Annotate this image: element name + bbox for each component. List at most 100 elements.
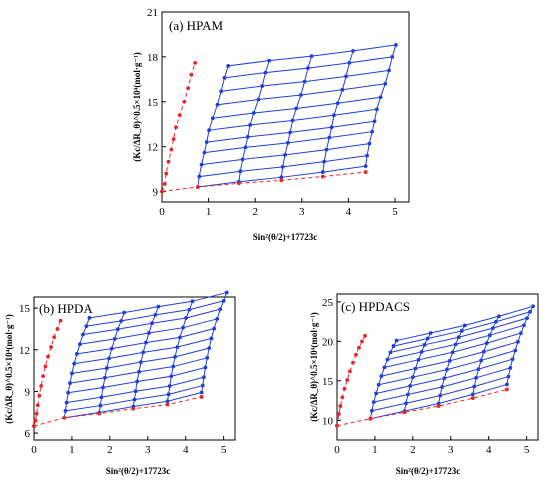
data-point bbox=[64, 400, 69, 405]
data-point bbox=[207, 346, 212, 350]
data-point bbox=[490, 326, 495, 330]
data-point bbox=[335, 101, 340, 106]
y-tick-label: 21 bbox=[147, 7, 158, 19]
concentration-series-line bbox=[322, 50, 354, 173]
angle-series-line bbox=[381, 341, 519, 377]
zero-concentration-point bbox=[351, 360, 355, 365]
zero-concentration-extrapolation-line bbox=[336, 335, 366, 426]
y-tick-label: 12 bbox=[147, 142, 158, 154]
data-point bbox=[288, 130, 293, 135]
data-point bbox=[445, 367, 449, 372]
data-point bbox=[447, 359, 452, 363]
zero-angle-point bbox=[279, 178, 284, 183]
data-point bbox=[376, 382, 381, 387]
data-point bbox=[77, 342, 82, 347]
y-tick-label: 18 bbox=[147, 52, 159, 64]
y-tick-label: 20 bbox=[322, 336, 334, 348]
data-point bbox=[367, 141, 372, 146]
zero-concentration-point bbox=[177, 113, 182, 118]
chart-panel-hpda: (b) HPDA Sin²(θ/2)+17723c (Kc/ΔR_θ)^0.5×… bbox=[4, 290, 236, 476]
y-tick-label: 15 bbox=[147, 97, 159, 109]
data-point bbox=[382, 365, 387, 370]
x-axis-label: Sin²(θ/2)+17723c bbox=[396, 466, 461, 476]
x-tick-label: 5 bbox=[221, 444, 227, 456]
data-point bbox=[98, 403, 103, 408]
zero-concentration-point bbox=[43, 364, 48, 369]
data-point bbox=[99, 395, 104, 400]
data-point bbox=[101, 385, 105, 390]
data-point bbox=[522, 323, 526, 328]
data-point bbox=[508, 365, 513, 370]
data-point bbox=[133, 389, 138, 394]
data-point bbox=[516, 339, 520, 344]
data-point bbox=[525, 316, 529, 321]
data-point bbox=[413, 366, 418, 371]
data-point bbox=[202, 375, 206, 380]
data-point bbox=[267, 58, 272, 63]
data-point bbox=[479, 358, 484, 363]
data-point bbox=[221, 298, 226, 303]
data-point bbox=[207, 128, 211, 133]
zero-angle-point bbox=[505, 387, 509, 392]
data-point bbox=[374, 391, 378, 396]
zero-angle-point bbox=[97, 411, 102, 416]
data-point bbox=[394, 43, 398, 47]
data-point bbox=[450, 350, 455, 355]
data-point bbox=[181, 325, 185, 330]
data-point bbox=[218, 307, 223, 312]
data-point bbox=[219, 89, 224, 94]
data-point bbox=[472, 384, 477, 389]
data-point bbox=[379, 374, 384, 378]
zero-angle-point bbox=[199, 395, 204, 399]
zero-concentration-point bbox=[186, 86, 190, 91]
data-point bbox=[374, 107, 379, 112]
data-marks bbox=[160, 43, 398, 194]
data-point bbox=[256, 97, 261, 102]
data-point bbox=[385, 357, 390, 362]
y-axis-label: (Kc/ΔR_θ)^0.5×10⁴(mol·g⁻¹) bbox=[309, 312, 319, 422]
y-tick-label: 25 bbox=[322, 297, 334, 309]
zero-concentration-point bbox=[340, 395, 345, 400]
zero-angle-point bbox=[236, 181, 241, 186]
data-point bbox=[190, 299, 195, 304]
data-point bbox=[391, 344, 396, 348]
data-point bbox=[462, 323, 467, 328]
data-point bbox=[505, 382, 509, 387]
data-point bbox=[320, 170, 325, 174]
x-tick-label: 2 bbox=[107, 444, 113, 456]
plot-frame bbox=[33, 296, 236, 441]
zero-concentration-point bbox=[164, 171, 169, 176]
data-point bbox=[298, 93, 303, 97]
data-point bbox=[139, 360, 143, 365]
x-tick-label: 0 bbox=[334, 444, 340, 456]
zero-concentration-point bbox=[35, 403, 40, 408]
data-point bbox=[531, 304, 535, 309]
data-point bbox=[329, 125, 334, 130]
data-point bbox=[153, 313, 158, 317]
zero-angle-point bbox=[436, 404, 441, 408]
zero-concentration-point bbox=[336, 412, 341, 416]
data-point bbox=[372, 119, 377, 124]
data-point bbox=[115, 327, 120, 332]
zero-angle-point bbox=[165, 402, 170, 407]
data-point bbox=[209, 336, 214, 341]
zero-concentration-point bbox=[39, 383, 44, 388]
data-point bbox=[369, 408, 374, 413]
zero-concentration-point bbox=[360, 339, 364, 344]
plot-frame bbox=[161, 11, 410, 203]
data-point bbox=[74, 352, 79, 356]
data-point bbox=[309, 54, 314, 59]
x-tick-label: 2 bbox=[252, 206, 258, 218]
y-axis-label: (Kc/ΔR_θ)^0.5×10⁴(mol·g⁻¹) bbox=[4, 314, 14, 424]
data-point bbox=[290, 118, 295, 123]
zero-concentration-point bbox=[357, 345, 361, 350]
plot-frame bbox=[336, 293, 539, 441]
data-point bbox=[63, 408, 68, 413]
y-axis-label: (Kc/ΔR_θ)^0.5×10⁴(mol·g⁻¹) bbox=[132, 52, 142, 162]
panel-label: (c) HPDACS bbox=[341, 299, 410, 314]
zero-concentration-point bbox=[49, 345, 53, 349]
data-point bbox=[243, 145, 248, 150]
data-marks bbox=[32, 290, 229, 429]
zero-angle-extrapolation-line bbox=[336, 389, 508, 427]
data-point bbox=[103, 375, 107, 380]
